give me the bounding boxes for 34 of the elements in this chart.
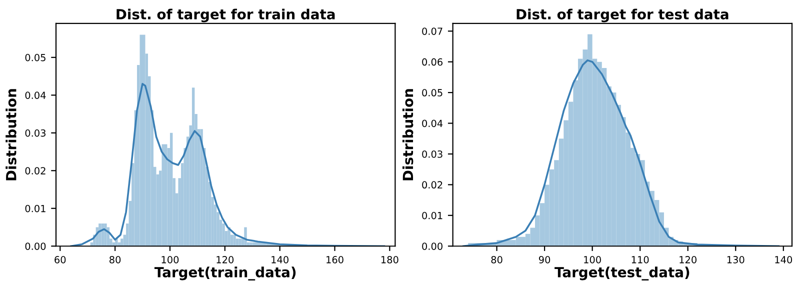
y-tick-label: 0.01 (422, 212, 442, 220)
x-axis-title: Target(train_data) (154, 266, 296, 280)
x-tick-label: 80 (491, 256, 502, 264)
x-tick-label: 140 (272, 256, 288, 264)
y-axis-title: Distribution (6, 89, 16, 180)
x-tick-label: 180 (381, 256, 398, 264)
x-tick-label: 120 (680, 256, 696, 264)
y-tick-label: 0.04 (25, 92, 46, 99)
x-tick-label: 60 (54, 256, 66, 264)
y-tick-label: 0.06 (422, 58, 442, 66)
x-tick-label: 90 (538, 256, 550, 264)
y-tick-label: 0.01 (25, 204, 46, 212)
chart-title: Dist. of target for test data (516, 8, 728, 22)
y-tick-label: 0.05 (422, 89, 442, 96)
x-tick-label: 140 (775, 256, 792, 264)
y-tick-label: 0.05 (25, 54, 46, 62)
y-tick-label: 0.07 (422, 28, 442, 35)
x-axis-title: Target(test_data) (554, 266, 690, 280)
y-tick-label: 0.03 (422, 150, 442, 158)
y-tick-label: 0.02 (422, 181, 442, 189)
x-tick-label: 120 (216, 256, 234, 264)
y-tick-label: 0.04 (422, 120, 443, 128)
x-tick-label: 130 (727, 256, 744, 264)
y-axis-title: Distribution (402, 89, 414, 180)
chart-title: Dist. of target for train data (116, 8, 335, 22)
y-tick-label: 0.02 (25, 167, 46, 174)
x-tick-label: 110 (632, 256, 649, 264)
y-tick-label: 0.00 (422, 242, 442, 250)
y-tick-label: 0.03 (25, 129, 46, 137)
x-tick-label: 80 (110, 256, 121, 264)
x-tick-label: 160 (326, 256, 344, 264)
x-tick-label: 100 (162, 256, 179, 264)
x-tick-label: 100 (584, 256, 601, 264)
y-tick-label: 0.00 (25, 242, 46, 250)
